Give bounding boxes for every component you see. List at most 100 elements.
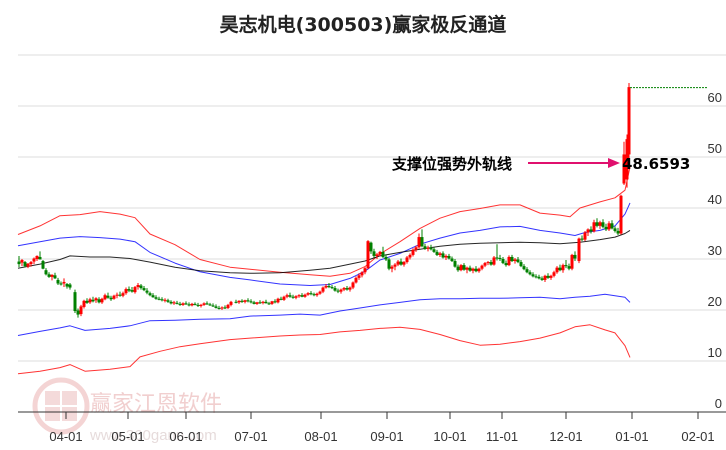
y-tick-label: 60	[708, 90, 722, 105]
candle	[306, 293, 310, 295]
candle	[327, 286, 331, 288]
candle	[208, 304, 212, 306]
y-tick-label: 30	[708, 243, 722, 258]
candle	[522, 266, 526, 270]
candle	[154, 297, 158, 299]
candle	[336, 290, 340, 292]
candle	[258, 302, 262, 304]
candle	[106, 295, 110, 298]
candle	[616, 230, 620, 234]
y-tick-label: 0	[715, 396, 722, 411]
candle	[531, 274, 535, 277]
candle	[315, 293, 319, 296]
candle	[202, 303, 206, 305]
candle	[387, 259, 391, 269]
candle	[381, 251, 385, 257]
candle	[217, 307, 221, 309]
candle	[148, 293, 152, 296]
candle	[360, 272, 364, 276]
candle	[411, 249, 415, 255]
candle	[169, 301, 173, 304]
annotation-value: 48.6593	[622, 155, 690, 173]
candle	[196, 304, 200, 306]
candle	[504, 263, 508, 266]
x-tick-label: 08-01	[304, 429, 337, 444]
candle	[276, 298, 280, 303]
candle	[414, 247, 418, 250]
candle	[160, 299, 164, 301]
candle	[294, 296, 298, 298]
candle	[175, 302, 179, 304]
candle	[619, 195, 623, 234]
candle	[172, 302, 176, 304]
candle	[435, 251, 439, 255]
band-lower_inner	[17, 293, 631, 336]
candle	[492, 257, 496, 265]
candle	[166, 300, 170, 302]
candle	[333, 288, 337, 291]
annotation: 支撑位强势外轨线 48.6593	[391, 155, 690, 173]
candle	[151, 295, 155, 298]
candle	[279, 298, 283, 300]
candle	[318, 291, 322, 294]
candle	[345, 288, 349, 290]
candle	[375, 254, 379, 256]
candle	[118, 294, 122, 296]
candle	[558, 267, 562, 271]
candle	[59, 283, 63, 285]
candle	[291, 296, 295, 298]
candle	[252, 302, 256, 304]
candle	[625, 139, 629, 180]
candle	[94, 298, 98, 301]
band-middle	[17, 229, 631, 274]
watermark-url: www.360gann.com	[89, 427, 217, 444]
candle	[220, 307, 224, 309]
candle	[447, 255, 451, 259]
candle	[577, 238, 581, 262]
candle	[267, 303, 271, 305]
candle	[205, 303, 209, 305]
candle	[357, 275, 361, 278]
candle	[240, 300, 244, 302]
watermark: 赢家江恩软件 www.360gann.com	[32, 377, 222, 444]
candle	[426, 247, 430, 249]
candle	[321, 287, 325, 292]
candle	[622, 154, 626, 184]
candle	[44, 270, 48, 275]
candle	[592, 222, 596, 232]
candle	[598, 222, 602, 226]
candle	[589, 229, 593, 232]
candle	[73, 292, 77, 312]
candle	[181, 303, 185, 305]
candle	[378, 251, 382, 255]
candle	[187, 304, 191, 306]
candle	[408, 254, 412, 258]
candle	[273, 301, 277, 303]
candle	[423, 246, 427, 249]
candle	[580, 238, 584, 240]
candle	[115, 294, 119, 296]
candle	[255, 302, 259, 304]
candle	[459, 265, 463, 271]
candle	[348, 287, 352, 290]
candle	[214, 306, 218, 308]
candle	[199, 304, 203, 306]
candle	[157, 298, 161, 300]
candle	[35, 255, 39, 259]
x-tick-label: 12-01	[549, 429, 582, 444]
candle	[573, 254, 577, 259]
candle	[486, 262, 490, 264]
candle	[516, 259, 520, 263]
candlesticks	[17, 83, 631, 318]
x-tick-label: 05-01	[111, 429, 144, 444]
candle	[26, 263, 30, 267]
candle	[124, 289, 128, 294]
candle	[23, 262, 27, 267]
chart-title: 昊志机电(300503)赢家极反通道	[219, 14, 507, 36]
candle	[234, 301, 238, 303]
candle	[351, 282, 355, 288]
candle	[50, 274, 54, 277]
candle	[366, 241, 370, 269]
candle	[82, 300, 86, 307]
candle	[76, 310, 80, 315]
